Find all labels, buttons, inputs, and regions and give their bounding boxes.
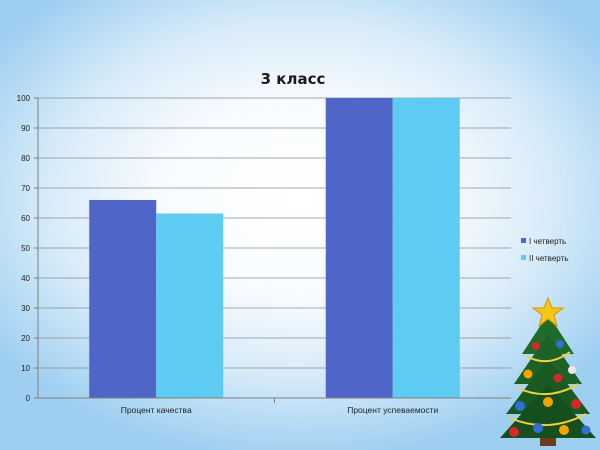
chart-title: 3 класс: [261, 70, 326, 88]
x-category-label: Процент качества: [121, 405, 192, 415]
legend-swatch: [521, 255, 526, 260]
legend: I четверть II четверть: [521, 237, 568, 263]
y-tick-label: 40: [21, 274, 30, 283]
y-tick-label: 60: [21, 214, 30, 223]
bar: [156, 213, 224, 398]
legend-swatch: [521, 238, 526, 243]
y-tick-label: 50: [21, 244, 30, 253]
axes: [37, 98, 511, 403]
y-tick-label: 0: [26, 394, 31, 403]
legend-label: I четверть: [529, 237, 566, 246]
christmas-tree-icon: [500, 296, 596, 446]
y-tick-label: 30: [21, 304, 30, 313]
y-tick-label: 20: [21, 334, 30, 343]
y-tick-label: 10: [21, 364, 30, 373]
x-axis-categories: Процент качества Процент успеваемости: [121, 405, 439, 415]
y-tick-label: 80: [21, 154, 30, 163]
y-tick-label: 90: [21, 124, 30, 133]
legend-label: II четверть: [529, 254, 568, 263]
bar: [392, 98, 460, 398]
bars: [89, 98, 460, 398]
x-category-label: Процент успеваемости: [347, 405, 438, 415]
bar: [89, 200, 157, 398]
bar: [325, 98, 393, 398]
y-tick-label: 100: [17, 94, 31, 103]
y-tick-label: 70: [21, 184, 30, 193]
y-axis-ticks: 0 10 20 30 40 50 60 70 80 90 100: [17, 94, 38, 403]
